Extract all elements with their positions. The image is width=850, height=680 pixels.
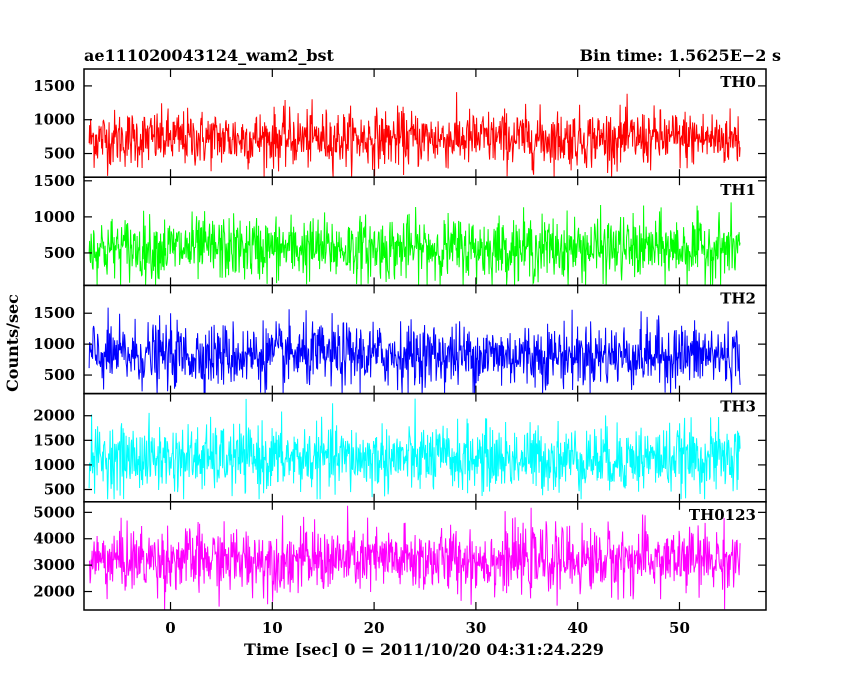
series-line-th0123 (88, 505, 741, 611)
y-tick-label: 1500 (33, 172, 75, 190)
x-axis-label: Time [sec] 0 = 2011/10/20 04:31:24.229 (244, 640, 604, 659)
y-tick-label: 500 (44, 366, 75, 384)
x-tick-label: 20 (364, 619, 385, 637)
y-tick-label: 500 (44, 481, 75, 499)
y-tick-label: 4000 (33, 530, 75, 548)
panel-th0123: 2000 3000 4000 5000 TH0123 (33, 501, 767, 611)
y-tick-label: 1000 (33, 456, 75, 474)
series-line-th1 (88, 202, 741, 286)
bin-time-label: Bin time: 1.5625E−2 s (580, 46, 781, 65)
y-tick-label: 5000 (33, 503, 75, 521)
panels: 500 1000 1500 TH0 500 1000 1500 TH1 500 1000 1500 T… (33, 68, 767, 611)
y-tick-label: 2000 (33, 583, 75, 601)
panel-label-th0123: TH0123 (689, 506, 756, 524)
panel-label-th0: TH0 (720, 73, 756, 91)
x-tick-label: 10 (262, 619, 283, 637)
y-tick-label: 2000 (33, 407, 75, 425)
series-line-th2 (88, 307, 741, 394)
panel-th2: 500 1000 1500 TH2 (33, 284, 767, 395)
panel-label-th1: TH1 (720, 181, 756, 199)
y-tick-label: 1000 (33, 208, 75, 226)
panel-label-th3: TH3 (720, 398, 756, 416)
series-line-th3 (88, 398, 741, 500)
y-tick-label: 1000 (33, 335, 75, 353)
y-tick-label: 1500 (33, 77, 75, 95)
x-tick-label: 50 (669, 619, 690, 637)
y-tick-label: 1000 (33, 111, 75, 129)
y-tick-label: 500 (44, 244, 75, 262)
x-axis: 0 10 20 30 40 50 (165, 619, 690, 637)
panel-th1: 500 1000 1500 TH1 (33, 172, 767, 287)
panel-frame (83, 501, 767, 611)
panel-frame (83, 68, 767, 178)
panel-th3: 500 1000 1500 2000 TH3 (33, 392, 767, 503)
y-axis-label: Counts/sec (3, 294, 22, 392)
series-line-th0 (88, 92, 741, 178)
x-tick-label: 0 (165, 619, 175, 637)
panel-th0: 500 1000 1500 TH0 (33, 68, 767, 178)
y-tick-label: 1500 (33, 304, 75, 322)
y-tick-label: 500 (44, 145, 75, 163)
y-tick-label: 3000 (33, 556, 75, 574)
chart-title: ae111020043124_wam2_bst (84, 46, 335, 65)
panel-label-th2: TH2 (720, 289, 756, 307)
panel-frame (83, 176, 767, 287)
x-tick-label: 40 (567, 619, 588, 637)
y-tick-label: 1500 (33, 431, 75, 449)
x-tick-label: 30 (465, 619, 486, 637)
